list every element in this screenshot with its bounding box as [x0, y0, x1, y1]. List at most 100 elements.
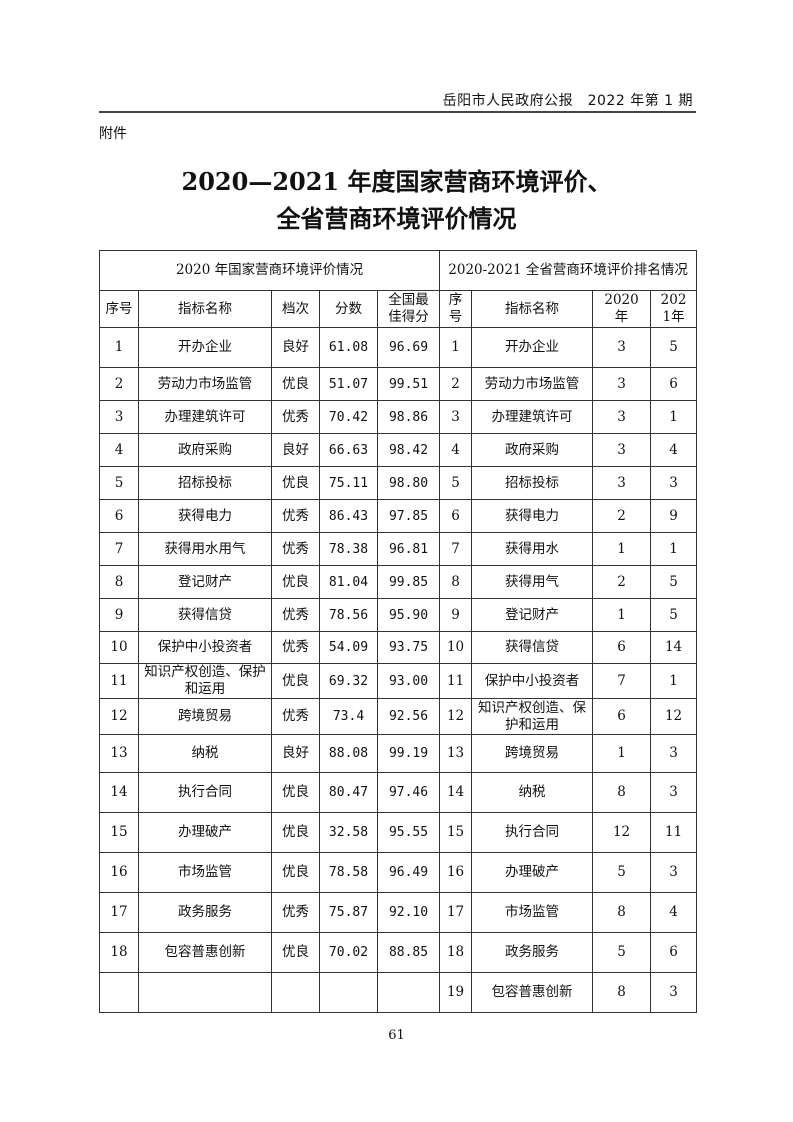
cell-left-indicator-name: 包容普惠创新 [138, 932, 272, 973]
cell-left-national-best-score: 99.19 [376, 734, 441, 773]
cell-left-indicator-name: 政府采购 [138, 433, 272, 467]
cell-right-seq: 3 [439, 400, 473, 434]
cell-right-seq: 6 [439, 499, 473, 533]
cell-left-score [319, 972, 378, 1013]
cell-left-indicator-name: 政务服务 [138, 892, 272, 933]
table-row: 4 政府采购 良好 66.63 98.42 4 政府采购 3 4 [99, 433, 698, 467]
cell-right-seq: 18 [439, 932, 473, 973]
cell-right-rank-2020: 8 [592, 972, 652, 1013]
cell-right-indicator-name: 获得电力 [471, 499, 594, 533]
cell-right-rank-2021: 1 [650, 400, 698, 434]
cell-left-score: 61.08 [319, 327, 378, 368]
cell-right-seq: 10 [439, 631, 473, 664]
cell-left-national-best-score: 97.46 [376, 772, 441, 813]
cell-left-national-best-score: 99.51 [376, 367, 441, 401]
cell-left-score: 70.42 [319, 400, 378, 434]
cell-left-score: 69.32 [319, 663, 378, 699]
page-number: 61 [388, 1028, 405, 1043]
cell-left-grade: 优良 [271, 932, 320, 973]
cell-left-national-best-score: 97.85 [376, 499, 441, 533]
cell-right-rank-2020: 3 [592, 327, 652, 368]
cell-right-seq: 14 [439, 772, 473, 813]
table-row: 16 市场监管 优良 78.58 96.49 16 办理破产 5 3 [99, 852, 698, 893]
cell-left-indicator-name: 市场监管 [138, 852, 272, 893]
cell-right-rank-2021: 9 [650, 499, 698, 533]
cell-left-seq: 2 [99, 367, 139, 401]
cell-right-seq: 4 [439, 433, 473, 467]
cell-left-score: 70.02 [319, 932, 378, 973]
cell-right-indicator-name: 办理建筑许可 [471, 400, 594, 434]
annex-label: 附件 [99, 126, 127, 142]
cell-right-rank-2020: 3 [592, 466, 652, 500]
cell-right-indicator-name: 执行合同 [471, 812, 594, 853]
cell-left-seq: 6 [99, 499, 139, 533]
column-header-right-rank-2021: 2021年 [650, 290, 698, 328]
cell-left-score: 78.56 [319, 598, 378, 632]
cell-left-seq: 12 [99, 698, 139, 735]
cell-right-seq: 11 [439, 663, 473, 699]
cell-left-grade: 优秀 [271, 598, 320, 632]
cell-left-score: 78.38 [319, 532, 378, 566]
table-row: 17 政务服务 优秀 75.87 92.10 17 市场监管 8 4 [99, 892, 698, 933]
cell-right-indicator-name: 开办企业 [471, 327, 594, 368]
cell-right-rank-2021: 1 [650, 663, 698, 699]
cell-right-rank-2021: 4 [650, 892, 698, 933]
cell-left-seq: 4 [99, 433, 139, 467]
cell-right-indicator-name: 保护中小投资者 [471, 663, 594, 699]
section-header-provincial: 2020-2021 全省营商环境评价排名情况 [439, 250, 698, 291]
cell-left-score: 51.07 [319, 367, 378, 401]
cell-left-seq: 10 [99, 631, 139, 664]
cell-left-score: 80.47 [319, 772, 378, 813]
cell-right-rank-2020: 3 [592, 400, 652, 434]
cell-left-seq: 18 [99, 932, 139, 973]
table-row: 1 开办企业 良好 61.08 96.69 1 开办企业 3 5 [99, 327, 698, 368]
cell-right-indicator-name: 跨境贸易 [471, 734, 594, 773]
cell-left-national-best-score: 92.56 [376, 698, 441, 735]
cell-right-seq: 5 [439, 466, 473, 500]
cell-right-rank-2021: 4 [650, 433, 698, 467]
table-row: 11 知识产权创造、保护和运用 优良 69.32 93.00 11 保护中小投资者 7 1 [99, 663, 698, 699]
cell-right-indicator-name: 包容普惠创新 [471, 972, 594, 1013]
table-row: 7 获得用水用气 优秀 78.38 96.81 7 获得用水 1 1 [99, 532, 698, 566]
cell-left-seq: 15 [99, 812, 139, 853]
cell-left-score: 75.11 [319, 466, 378, 500]
cell-left-indicator-name: 跨境贸易 [138, 698, 272, 735]
cell-left-national-best-score: 98.80 [376, 466, 441, 500]
cell-right-rank-2020: 12 [592, 812, 652, 853]
table-row: 8 登记财产 优良 81.04 99.85 8 获得用气 2 5 [99, 565, 698, 599]
cell-right-seq: 9 [439, 598, 473, 632]
table-row: 19 包容普惠创新 8 3 [99, 972, 698, 1013]
cell-left-national-best-score: 92.10 [376, 892, 441, 933]
cell-left-seq: 7 [99, 532, 139, 566]
cell-left-seq: 17 [99, 892, 139, 933]
cell-left-seq: 14 [99, 772, 139, 813]
column-header-left-score: 分数 [319, 290, 378, 328]
cell-left-seq: 11 [99, 663, 139, 699]
cell-right-rank-2020: 6 [592, 631, 652, 664]
table-row: 2 劳动力市场监管 优良 51.07 99.51 2 劳动力市场监管 3 6 [99, 367, 698, 401]
cell-right-indicator-name: 纳税 [471, 772, 594, 813]
cell-right-rank-2021: 3 [650, 852, 698, 893]
cell-left-indicator-name: 获得电力 [138, 499, 272, 533]
cell-left-score: 81.04 [319, 565, 378, 599]
cell-right-indicator-name: 政府采购 [471, 433, 594, 467]
cell-left-indicator-name: 知识产权创造、保护和运用 [138, 663, 272, 699]
cell-right-rank-2021: 14 [650, 631, 698, 664]
cell-left-indicator-name: 开办企业 [138, 327, 272, 368]
cell-right-rank-2020: 8 [592, 892, 652, 933]
cell-left-grade: 优良 [271, 466, 320, 500]
cell-right-rank-2020: 5 [592, 932, 652, 973]
cell-left-indicator-name: 获得用水用气 [138, 532, 272, 566]
header-divider [99, 111, 696, 113]
cell-left-indicator-name: 办理破产 [138, 812, 272, 853]
cell-left-national-best-score: 88.85 [376, 932, 441, 973]
cell-right-rank-2020: 2 [592, 565, 652, 599]
cell-right-rank-2020: 7 [592, 663, 652, 699]
cell-left-grade: 优良 [271, 812, 320, 853]
cell-left-grade: 良好 [271, 327, 320, 368]
cell-left-indicator-name: 招标投标 [138, 466, 272, 500]
cell-left-seq: 5 [99, 466, 139, 500]
cell-left-national-best-score: 93.00 [376, 663, 441, 699]
cell-left-score: 75.87 [319, 892, 378, 933]
cell-left-grade: 良好 [271, 433, 320, 467]
